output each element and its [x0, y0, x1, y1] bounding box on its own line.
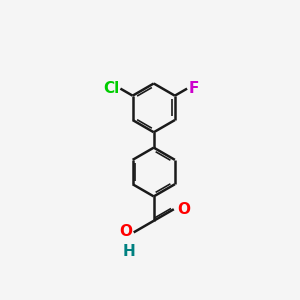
Text: H: H	[123, 244, 135, 259]
Text: Cl: Cl	[103, 81, 119, 96]
Text: F: F	[188, 81, 199, 96]
Text: O: O	[177, 202, 190, 217]
Text: O: O	[119, 224, 132, 238]
